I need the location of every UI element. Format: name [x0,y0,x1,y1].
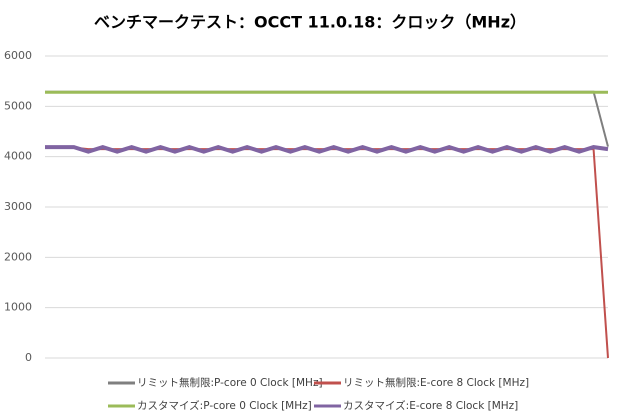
legend-item: リミット無制限:E-core 8 Clock [MHz] [314,376,529,389]
legend-label: リミット無制限:E-core 8 Clock [MHz] [343,376,529,389]
y-tick-label: 6000 [4,49,32,62]
series-line [45,90,609,147]
y-tick-label: 4000 [4,150,32,163]
legend-item: カスタマイズ:P-core 0 Clock [MHz] [108,399,312,412]
legend-item: リミット無制限:P-core 0 Clock [MHz] [108,376,323,389]
y-tick-label: 5000 [4,99,32,112]
legend-label: カスタマイズ:E-core 8 Clock [MHz] [343,399,518,412]
y-tick-label: 3000 [4,200,32,213]
legend-label: リミット無制限:P-core 0 Clock [MHz] [137,376,323,389]
legend-label: カスタマイズ:P-core 0 Clock [MHz] [137,399,312,412]
series-line [45,146,609,359]
series-line [45,145,609,154]
legend-item: カスタマイズ:E-core 8 Clock [MHz] [314,399,518,412]
y-tick-label: 1000 [4,301,32,314]
chart-title: ベンチマークテスト：OCCT 11.0.18：クロック（MHz） [94,13,526,32]
y-tick-label: 0 [25,351,32,364]
y-tick-label: 2000 [4,250,32,263]
